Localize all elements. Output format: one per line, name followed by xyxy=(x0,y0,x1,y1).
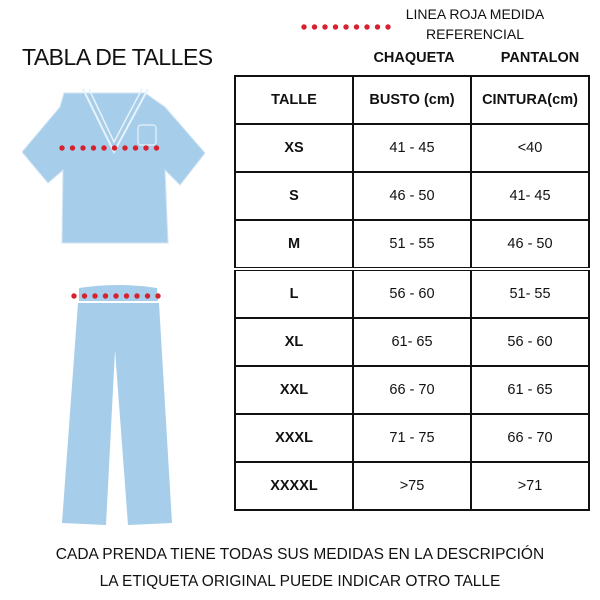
cell-cintura: 46 - 50 xyxy=(470,219,590,270)
legend-line-1: LINEA ROJA MEDIDA xyxy=(405,6,545,22)
table-row: L 56 - 60 51- 55 xyxy=(234,267,590,319)
cell-busto: 51 - 55 xyxy=(352,219,472,270)
cell-busto: 66 - 70 xyxy=(352,365,472,415)
scrub-pants-icon xyxy=(62,285,172,525)
page-title: TABLA DE TALLES xyxy=(22,44,213,70)
cell-busto: >75 xyxy=(352,461,472,511)
footer-line-1: CADA PRENDA TIENE TODAS SUS MEDIDAS EN L… xyxy=(55,546,545,563)
cell-cintura: 61 - 65 xyxy=(470,365,590,415)
header-talle: TALLE xyxy=(234,75,354,125)
cell-busto: 46 - 50 xyxy=(352,171,472,221)
table-row: XXXXL >75 >71 xyxy=(234,461,590,511)
red-dot xyxy=(385,24,391,30)
red-dot xyxy=(123,293,130,299)
header-busto: BUSTO (cm) xyxy=(352,75,472,125)
table-row: XXXL 71 - 75 66 - 70 xyxy=(234,413,590,463)
cell-size: XXL xyxy=(234,365,354,415)
shirt-measure-dots xyxy=(59,145,160,151)
red-dot xyxy=(111,145,118,151)
red-dot xyxy=(132,145,139,151)
legend-line-2: REFERENCIAL xyxy=(425,26,525,42)
table-row: M 51 - 55 46 - 50 xyxy=(234,219,590,270)
jacket-group-heading: CHAQUETA xyxy=(373,50,455,66)
footer-note: CADA PRENDA TIENE TODAS SUS MEDIDAS EN L… xyxy=(0,541,600,595)
size-table: TALLE BUSTO (cm) CINTURA(cm) XS 41 - 45 <4… xyxy=(234,75,590,511)
legend-text: LINEA ROJA MEDIDA REFERENCIAL xyxy=(385,4,565,44)
cell-cintura: >71 xyxy=(470,461,590,511)
table-row: S 46 - 50 41- 45 xyxy=(234,171,590,221)
footer-line-2: LA ETIQUETA ORIGINAL PUEDE INDICAR OTRO … xyxy=(99,573,501,590)
red-dot xyxy=(364,24,370,30)
red-dot xyxy=(113,293,119,299)
table-row: XL 61- 65 56 - 60 xyxy=(234,317,590,367)
red-dot xyxy=(81,293,88,299)
cell-busto: 61- 65 xyxy=(352,317,472,367)
cell-size: L xyxy=(234,267,354,319)
cell-cintura: 41- 45 xyxy=(470,171,590,221)
table-row: XS 41 - 45 <40 xyxy=(234,123,590,173)
red-dot xyxy=(101,145,107,151)
red-dot xyxy=(153,145,160,151)
red-dot xyxy=(69,145,76,151)
red-dot xyxy=(144,293,151,299)
cell-size: M xyxy=(234,219,354,270)
red-dot xyxy=(374,24,381,30)
red-dot xyxy=(92,293,98,299)
red-dot xyxy=(122,145,128,151)
cell-busto: 71 - 75 xyxy=(352,413,472,463)
red-dot xyxy=(353,24,360,30)
cell-busto: 56 - 60 xyxy=(352,267,472,319)
red-dot xyxy=(90,145,97,151)
red-dot xyxy=(143,145,149,151)
red-dotted-line-legend-icon xyxy=(301,24,391,30)
cell-size: S xyxy=(234,171,354,221)
cell-size: XL xyxy=(234,317,354,367)
red-dot xyxy=(59,145,65,151)
table-row: XXL 66 - 70 61 - 65 xyxy=(234,365,590,415)
red-dot xyxy=(71,293,77,299)
red-dot xyxy=(155,293,161,299)
cell-cintura: 51- 55 xyxy=(470,267,590,319)
red-dot xyxy=(322,24,328,30)
header-cintura: CINTURA(cm) xyxy=(470,75,590,125)
red-dot xyxy=(311,24,318,30)
cell-size: XXXXL xyxy=(234,461,354,511)
pants-group-heading: PANTALON xyxy=(500,50,580,66)
cell-size: XXXL xyxy=(234,413,354,463)
table-header-row: TALLE BUSTO (cm) CINTURA(cm) xyxy=(234,75,590,125)
red-dot xyxy=(332,24,339,30)
red-dot xyxy=(301,24,307,30)
cell-cintura: 56 - 60 xyxy=(470,317,590,367)
scrub-shirt-icon xyxy=(21,88,206,244)
pants-measure-dots xyxy=(71,293,161,299)
red-dot xyxy=(80,145,86,151)
red-dot xyxy=(343,24,349,30)
cell-size: XS xyxy=(234,123,354,173)
cell-cintura: <40 xyxy=(470,123,590,173)
cell-busto: 41 - 45 xyxy=(352,123,472,173)
red-dot xyxy=(102,293,109,299)
cell-cintura: 66 - 70 xyxy=(470,413,590,463)
red-dot xyxy=(134,293,140,299)
